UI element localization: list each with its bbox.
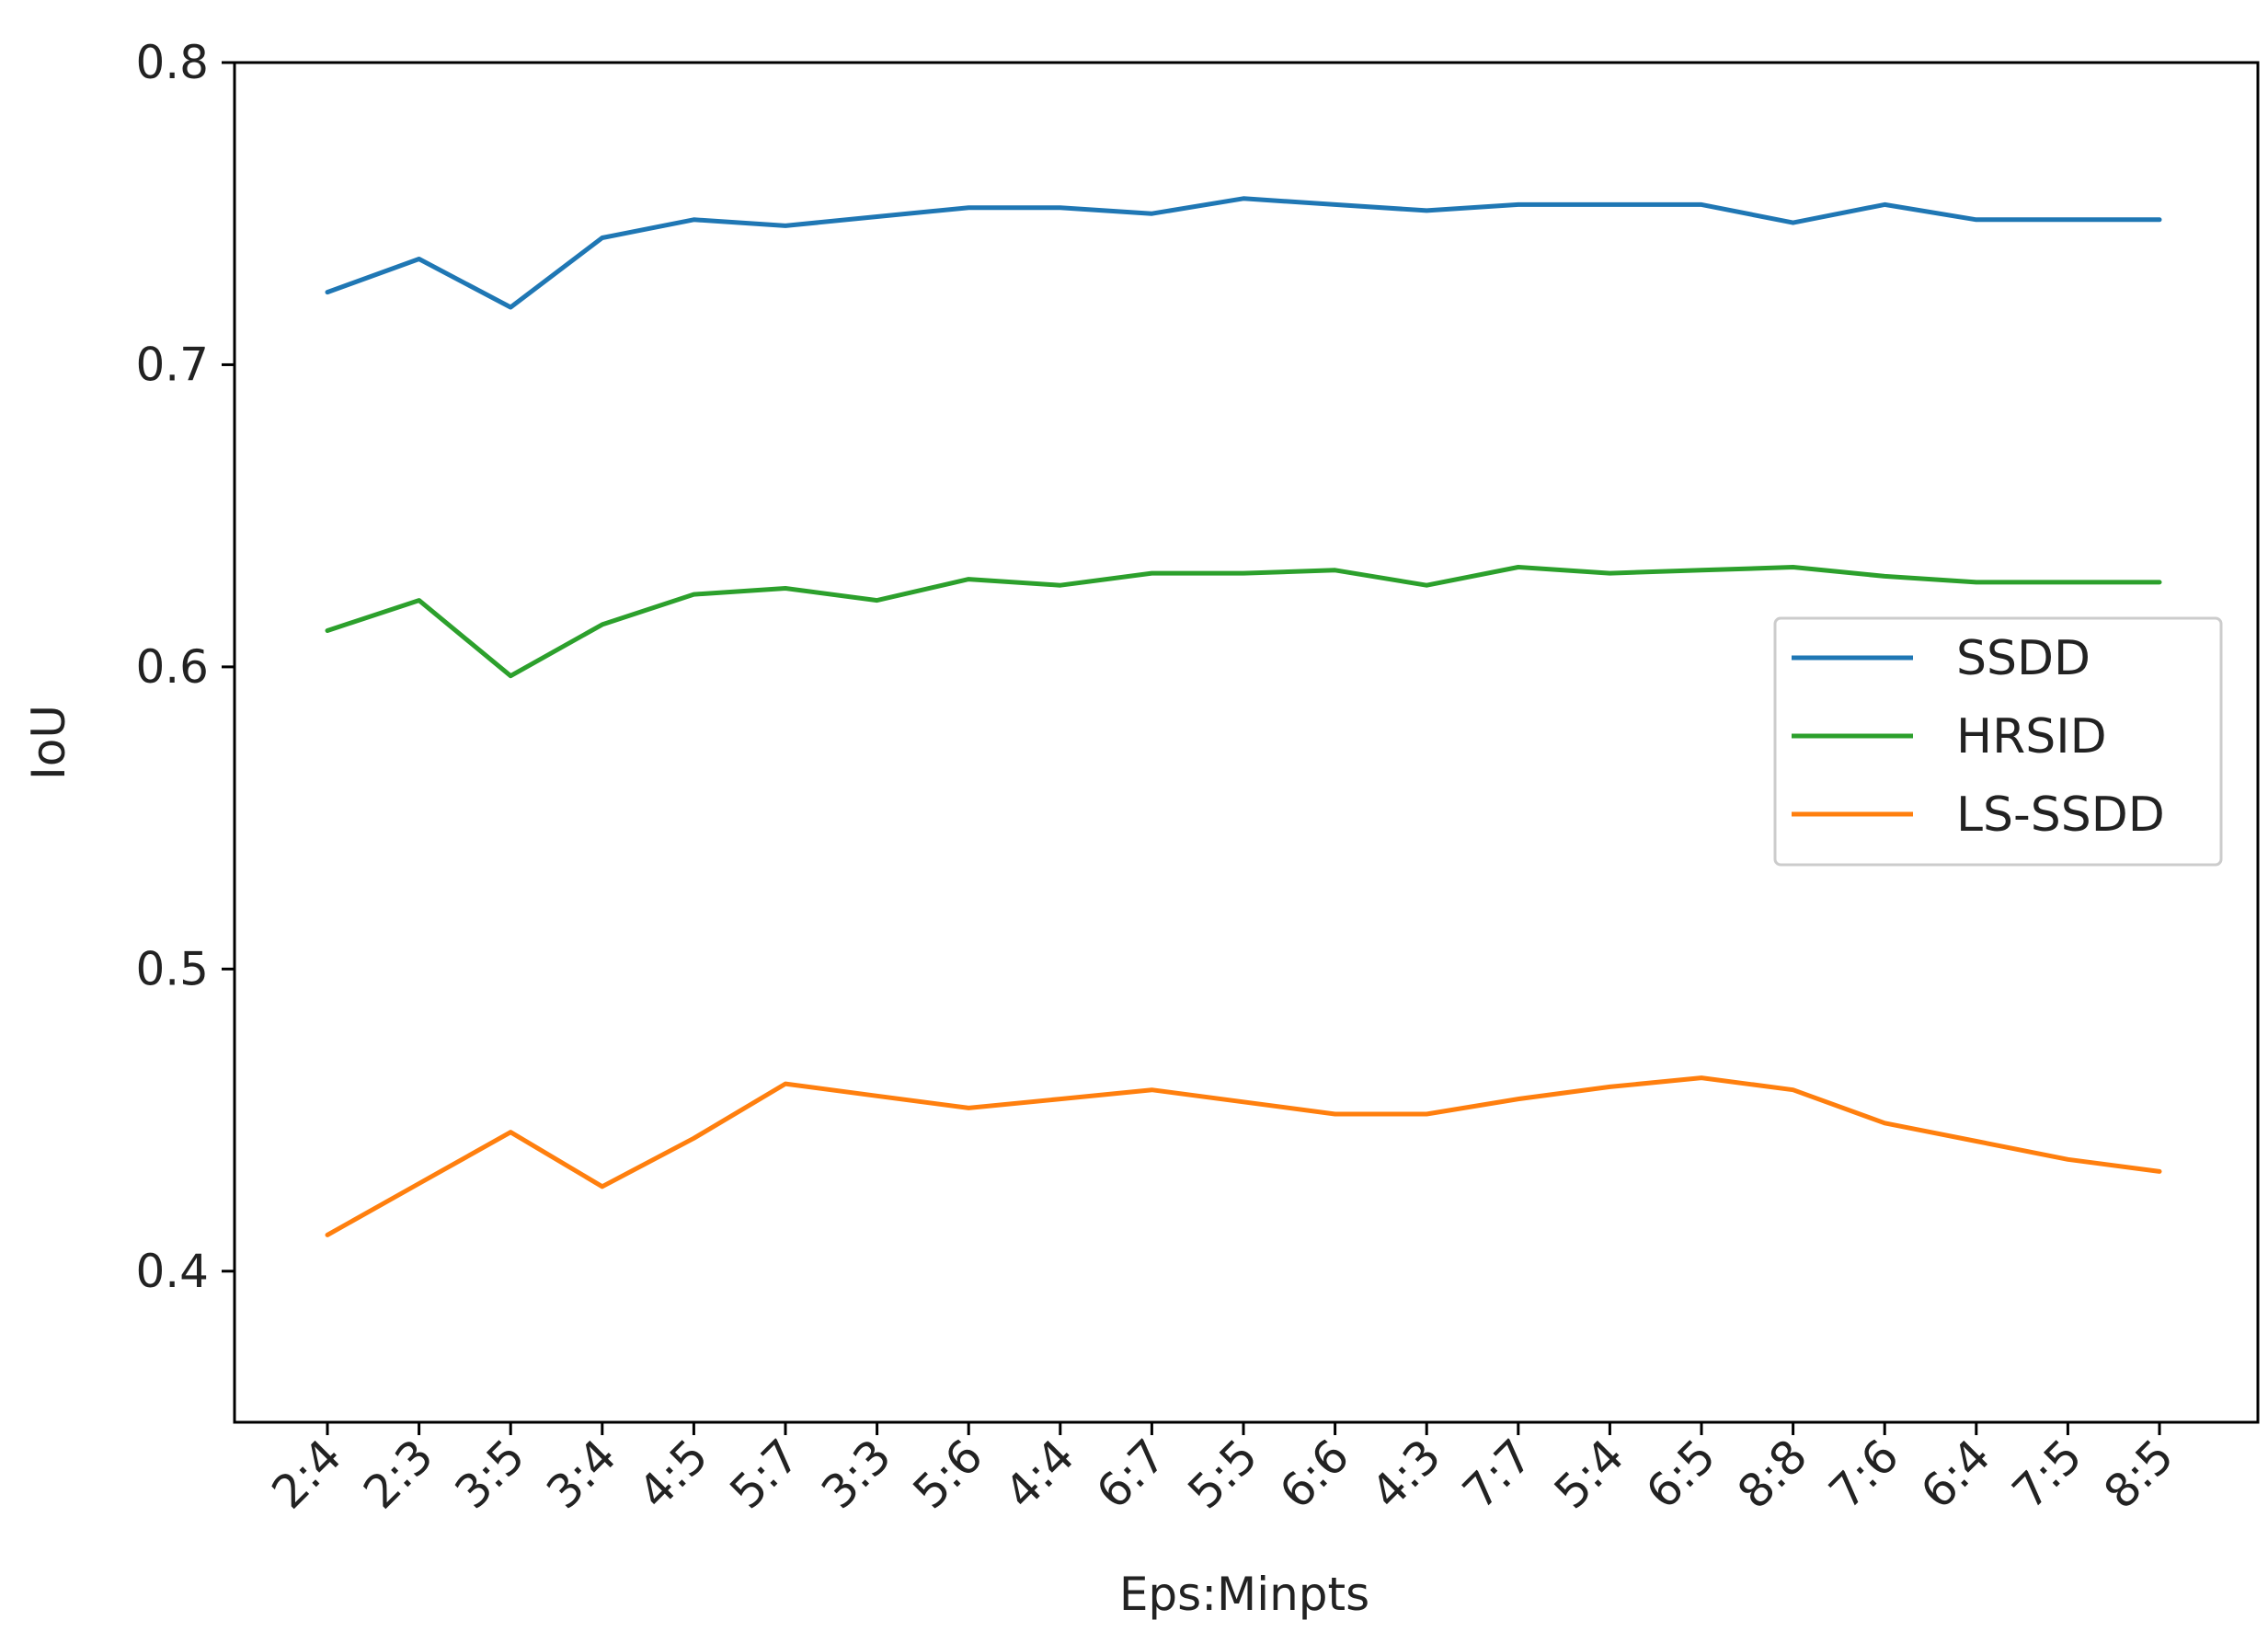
series-line-hrsid	[325, 565, 2162, 679]
series-line-ssdd	[325, 196, 2162, 310]
legend-label-hrsid: HRSID	[1956, 709, 2107, 764]
y-tick-label: 0.7	[135, 338, 209, 391]
y-axis-label: IoU	[22, 705, 75, 780]
legend: SSDD HRSID LS-SSDD	[1773, 616, 2223, 867]
legend-label-ls-ssdd: LS-SSDD	[1956, 787, 2165, 843]
plot-frame	[233, 61, 2260, 1424]
y-tick-label: 0.8	[135, 36, 209, 89]
legend-label-ssdd: SSDD	[1956, 631, 2090, 686]
series-lines	[325, 196, 2162, 1237]
y-axis-ticks: 0.4 0.5 0.6 0.7 0.8	[135, 36, 235, 1298]
y-tick-label: 0.6	[135, 640, 209, 694]
y-tick-label: 0.5	[135, 942, 209, 995]
series-line-ls-ssdd	[325, 1075, 2162, 1237]
x-axis-label: Eps:Minpts	[1119, 1568, 1369, 1621]
legend-frame	[1773, 616, 2223, 867]
y-tick-label: 0.4	[135, 1245, 209, 1298]
